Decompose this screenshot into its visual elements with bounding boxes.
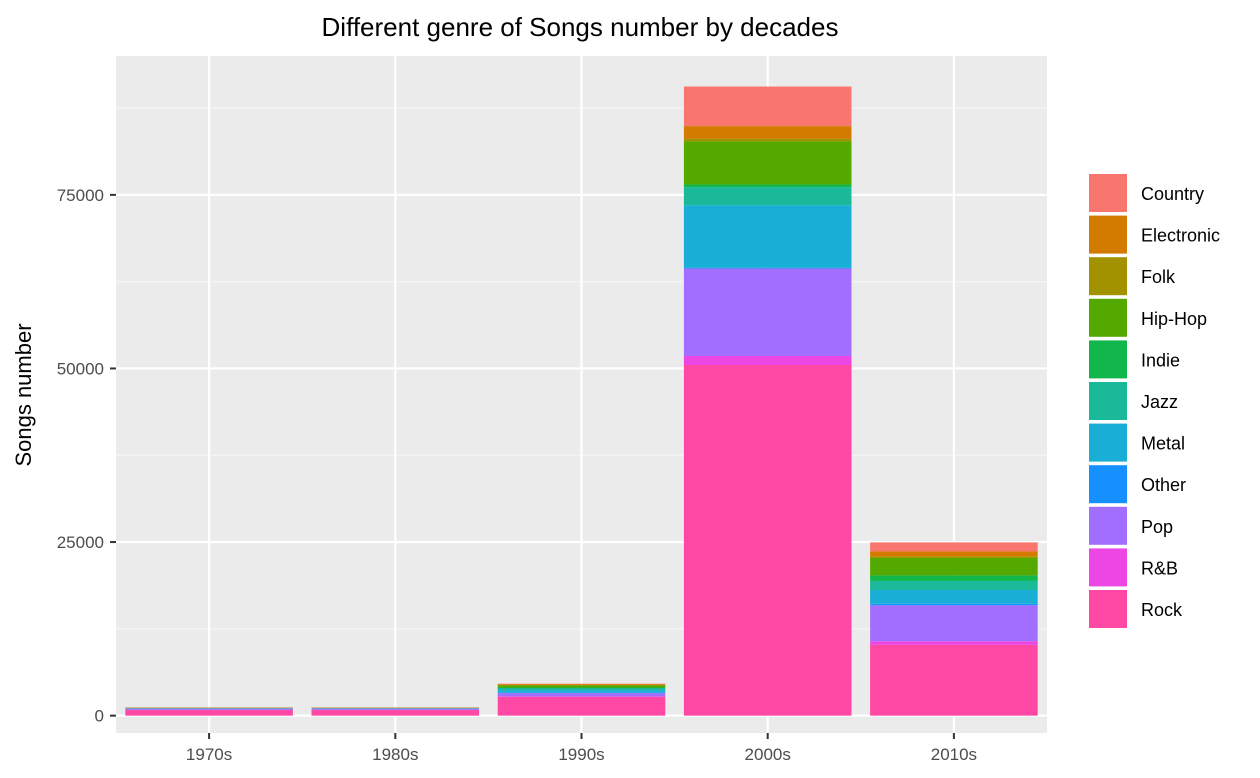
bar-segment [870, 644, 1038, 716]
bar-segment [683, 355, 852, 365]
legend-label: Folk [1141, 267, 1176, 287]
bar-segment [870, 542, 1038, 552]
legend-key [1089, 506, 1127, 545]
bar-segment [683, 86, 852, 127]
bar-segment [683, 126, 852, 139]
y-tick-label: 50000 [57, 359, 104, 378]
bar-segment [870, 580, 1038, 590]
y-axis-title: Songs number [11, 323, 36, 466]
x-tick-label: 1970s [186, 745, 232, 764]
legend-label: R&B [1141, 558, 1178, 578]
legend-key [1089, 215, 1127, 254]
legend-key [1089, 548, 1127, 587]
bar-segment [870, 589, 1038, 604]
bar-segment [125, 708, 293, 710]
bar-segment [870, 558, 1038, 576]
major-gridlines [116, 56, 1047, 733]
legend-label: Electronic [1141, 226, 1220, 246]
legend-label: Country [1141, 184, 1204, 204]
legend-label: Other [1141, 475, 1186, 495]
chart-title: Different genre of Songs number by decad… [322, 12, 839, 42]
legend-key [1089, 590, 1127, 628]
bar-segment [125, 710, 293, 716]
bar-segment [870, 641, 1038, 645]
bar-segment [683, 364, 852, 716]
legend-key [1089, 257, 1127, 296]
bar-segment [683, 138, 852, 142]
bar-segment [870, 605, 1038, 642]
bar-segment [311, 708, 480, 710]
legend-key [1089, 423, 1127, 462]
bar-segment [870, 556, 1038, 559]
bar-segment [497, 696, 666, 716]
legend: Country Electronic Folk Hip-Hop Indie Jazz Met… [1089, 174, 1220, 628]
legend-key [1089, 340, 1127, 379]
y-tick-label: 0 [95, 707, 104, 726]
y-tick-label: 75000 [57, 186, 104, 205]
legend-label: Metal [1141, 434, 1185, 454]
bar-segment [683, 184, 852, 188]
bar-segment [683, 205, 852, 268]
legend-label: Indie [1141, 350, 1180, 370]
legend-label: Pop [1141, 517, 1173, 537]
x-tick-label: 2000s [745, 745, 791, 764]
legend-label: Hip-Hop [1141, 309, 1207, 329]
x-tick-label: 1980s [372, 745, 418, 764]
bar-segment [683, 141, 852, 185]
legend-key [1089, 298, 1127, 337]
legend-label: Rock [1141, 600, 1183, 620]
bar-segment [497, 693, 666, 697]
bar-segment [497, 684, 666, 686]
x-tick-label: 1990s [558, 745, 604, 764]
bar-segment [497, 690, 666, 693]
bars [125, 86, 1038, 716]
bar-segment [870, 575, 1038, 581]
y-axis: 0 25000 50000 75000 [57, 186, 116, 726]
bar-segment [497, 685, 666, 688]
legend-label: Jazz [1141, 392, 1178, 412]
bar-segment [683, 268, 852, 356]
bar-segment [311, 710, 480, 716]
legend-key [1089, 382, 1127, 420]
bar-segment [870, 551, 1038, 557]
y-tick-label: 25000 [57, 533, 104, 552]
bar-segment [870, 603, 1038, 606]
legend-key [1089, 465, 1127, 504]
bar-segment [683, 267, 852, 269]
x-tick-label: 2010s [931, 745, 977, 764]
legend-key [1089, 174, 1127, 212]
x-axis: 1970s 1980s 1990s 2000s 2010s [186, 733, 977, 764]
bar-segment [683, 187, 852, 206]
bar-segment [497, 688, 666, 691]
